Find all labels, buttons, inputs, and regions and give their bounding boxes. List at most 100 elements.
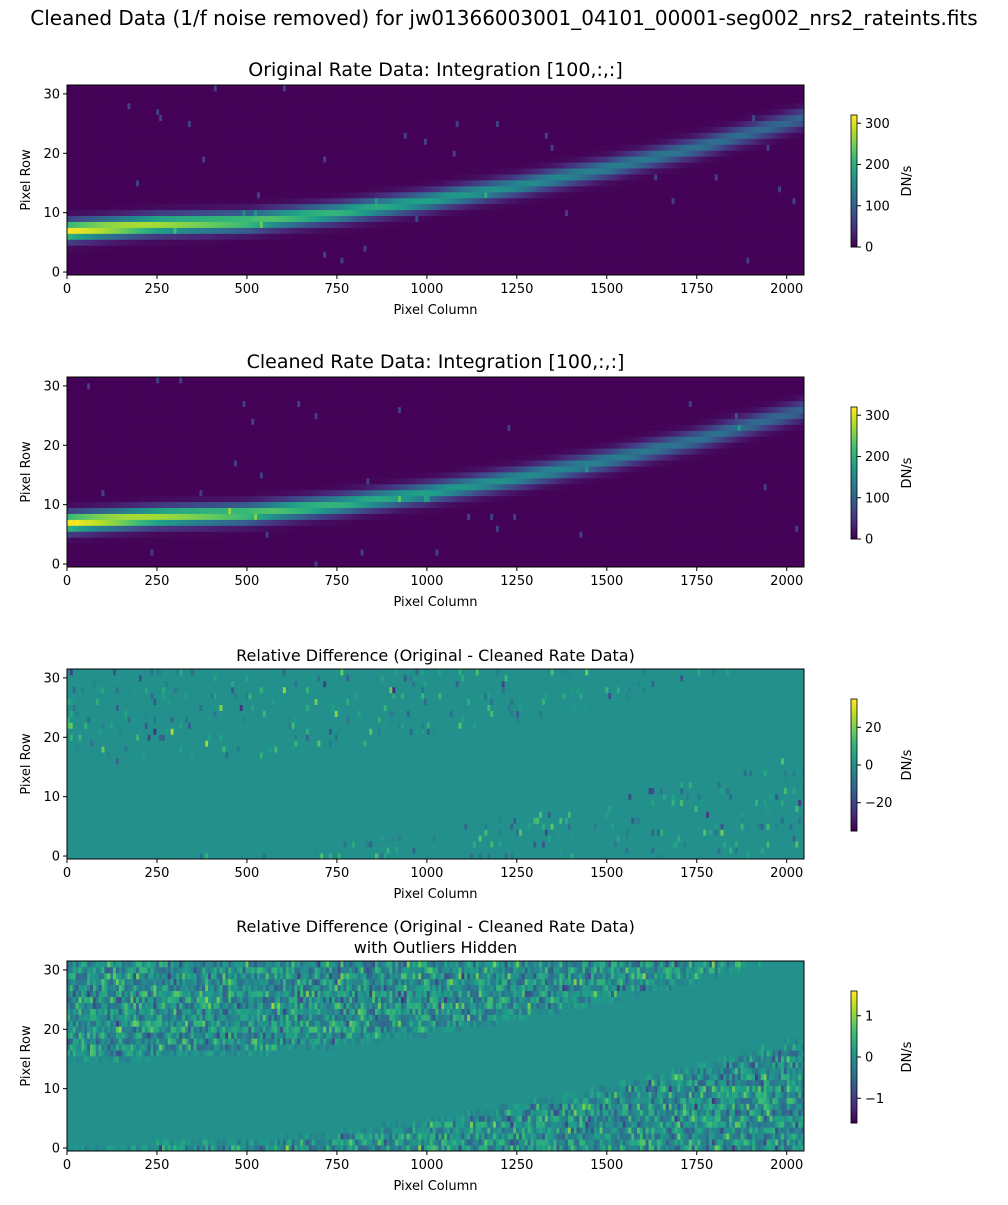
heatmap-cell: [507, 216, 510, 222]
heatmap-cell: [165, 204, 168, 210]
heatmap-cell: [476, 198, 479, 204]
heatmap-cell: [136, 222, 139, 228]
heatmap-cell: [297, 121, 300, 127]
heatmap-cell: [142, 263, 145, 269]
heatmap-cell: [343, 216, 346, 222]
heatmap-cell: [355, 228, 358, 234]
heatmap-cell: [205, 239, 208, 245]
heatmap-cell: [254, 263, 257, 269]
heatmap-cell: [251, 162, 254, 168]
heatmap-cell: [133, 162, 136, 168]
heatmap-cell: [404, 85, 407, 91]
heatmap-cell: [335, 91, 338, 97]
heatmap-cell: [280, 180, 283, 186]
heatmap-cell: [110, 216, 113, 222]
heatmap-cell: [292, 210, 295, 216]
heatmap-cell: [320, 97, 323, 103]
heatmap-cell: [476, 150, 479, 156]
heatmap-cell: [459, 251, 462, 257]
heatmap-cell: [470, 210, 473, 216]
heatmap-cell: [102, 168, 105, 174]
heatmap-cell: [133, 251, 136, 257]
heatmap-cell: [341, 233, 344, 239]
heatmap-cell: [433, 257, 436, 263]
heatmap-cell: [194, 121, 197, 127]
heatmap-cell: [349, 168, 352, 174]
heatmap-cell: [320, 162, 323, 168]
heatmap-cell: [231, 127, 234, 133]
heatmap-cell: [182, 263, 185, 269]
heatmap-cell: [171, 144, 174, 150]
heatmap-cell: [225, 186, 228, 192]
heatmap-cell: [450, 222, 453, 228]
heatmap-cell: [122, 210, 125, 216]
heatmap-cell: [81, 174, 84, 180]
heatmap-cell: [323, 85, 326, 91]
heatmap-cell: [243, 162, 246, 168]
heatmap-cell: [194, 133, 197, 139]
heatmap-cell: [225, 210, 228, 216]
heatmap-cell: [392, 115, 395, 121]
heatmap-cell: [493, 156, 496, 162]
heatmap-cell: [450, 162, 453, 168]
heatmap-cell: [378, 245, 381, 251]
heatmap-cell: [182, 121, 185, 127]
heatmap-cell: [153, 263, 156, 269]
heatmap-cell: [292, 216, 295, 222]
heatmap-cell: [90, 162, 93, 168]
heatmap-cell: [266, 204, 269, 210]
heatmap-cell: [274, 216, 277, 222]
heatmap-cell: [93, 239, 96, 245]
heatmap-cell: [510, 186, 513, 192]
heatmap-cell: [436, 97, 439, 103]
heatmap-cell: [355, 222, 358, 228]
heatmap-cell: [424, 192, 427, 198]
heatmap-cell: [208, 204, 211, 210]
heatmap-cell: [326, 103, 329, 109]
heatmap-cell: [263, 228, 266, 234]
heatmap-cell: [496, 121, 499, 127]
heatmap-cell: [320, 233, 323, 239]
heatmap-cell: [202, 85, 205, 91]
heatmap-cell: [320, 174, 323, 180]
heatmap-cell: [188, 133, 191, 139]
heatmap-cell: [269, 257, 272, 263]
heatmap-cell: [404, 204, 407, 210]
heatmap-cell: [127, 251, 130, 257]
heatmap-cell: [286, 180, 289, 186]
heatmap-cell: [165, 103, 168, 109]
heatmap-cell: [197, 245, 200, 251]
heatmap-cell: [444, 174, 447, 180]
heatmap-cell: [182, 186, 185, 192]
heatmap-cell: [286, 263, 289, 269]
heatmap-cell: [338, 115, 341, 121]
heatmap-cell: [355, 263, 358, 269]
heatmap-cell: [384, 109, 387, 115]
heatmap-cell: [464, 269, 467, 275]
heatmap-cell: [116, 198, 119, 204]
heatmap-cell: [79, 269, 82, 275]
heatmap-cell: [395, 245, 398, 251]
heatmap-cell: [421, 251, 424, 257]
heatmap-cell: [176, 127, 179, 133]
heatmap-cell: [76, 162, 79, 168]
heatmap-cell: [251, 109, 254, 115]
heatmap-cell: [257, 121, 260, 127]
heatmap-cell: [205, 133, 208, 139]
heatmap-cell: [482, 269, 485, 275]
heatmap-cell: [364, 127, 367, 133]
heatmap-cell: [384, 115, 387, 121]
heatmap-cell: [208, 233, 211, 239]
heatmap-cell: [150, 204, 153, 210]
heatmap-cell: [90, 233, 93, 239]
heatmap-cell: [122, 91, 125, 97]
heatmap-cell: [387, 233, 390, 239]
heatmap-cell: [361, 133, 364, 139]
heatmap-cell: [496, 150, 499, 156]
heatmap-cell: [421, 103, 424, 109]
heatmap-cell: [90, 115, 93, 121]
heatmap-cell: [165, 133, 168, 139]
heatmap-cell: [225, 251, 228, 257]
heatmap-cell: [87, 162, 90, 168]
heatmap-cell: [482, 216, 485, 222]
